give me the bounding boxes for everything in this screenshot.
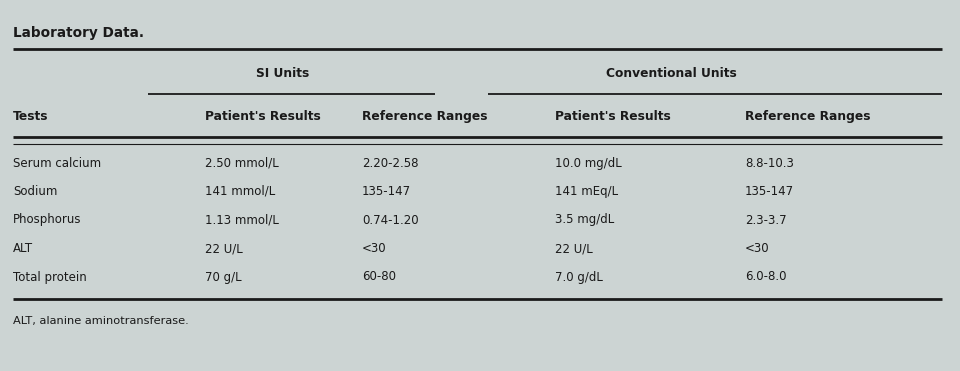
Text: 1.13 mmol/L: 1.13 mmol/L [205,213,278,227]
Text: 2.50 mmol/L: 2.50 mmol/L [205,157,278,170]
Text: Reference Ranges: Reference Ranges [745,109,871,122]
Text: Conventional Units: Conventional Units [606,66,736,79]
Text: 135-147: 135-147 [362,185,411,198]
Text: 6.0-8.0: 6.0-8.0 [745,270,786,283]
Text: 22 U/L: 22 U/L [555,242,592,255]
Text: 10.0 mg/dL: 10.0 mg/dL [555,157,622,170]
Text: Laboratory Data.: Laboratory Data. [13,26,144,40]
Text: Patient's Results: Patient's Results [555,109,671,122]
Text: Tests: Tests [13,109,49,122]
Text: 3.5 mg/dL: 3.5 mg/dL [555,213,614,227]
Text: 0.74-1.20: 0.74-1.20 [362,213,419,227]
Text: ALT, alanine aminotransferase.: ALT, alanine aminotransferase. [13,316,189,326]
Text: Reference Ranges: Reference Ranges [362,109,488,122]
Text: Sodium: Sodium [13,185,58,198]
Text: 7.0 g/dL: 7.0 g/dL [555,270,603,283]
Text: Phosphorus: Phosphorus [13,213,82,227]
Text: <30: <30 [745,242,770,255]
Text: ALT: ALT [13,242,34,255]
Text: 2.20-2.58: 2.20-2.58 [362,157,419,170]
Text: 2.3-3.7: 2.3-3.7 [745,213,786,227]
Text: Serum calcium: Serum calcium [13,157,101,170]
Text: 135-147: 135-147 [745,185,794,198]
Text: 60-80: 60-80 [362,270,396,283]
Text: 70 g/L: 70 g/L [205,270,242,283]
Text: Total protein: Total protein [13,270,86,283]
Text: SI Units: SI Units [256,66,310,79]
Text: 8.8-10.3: 8.8-10.3 [745,157,794,170]
Text: Patient's Results: Patient's Results [205,109,321,122]
Text: 141 mEq/L: 141 mEq/L [555,185,618,198]
Text: 141 mmol/L: 141 mmol/L [205,185,276,198]
Text: <30: <30 [362,242,387,255]
Text: 22 U/L: 22 U/L [205,242,243,255]
